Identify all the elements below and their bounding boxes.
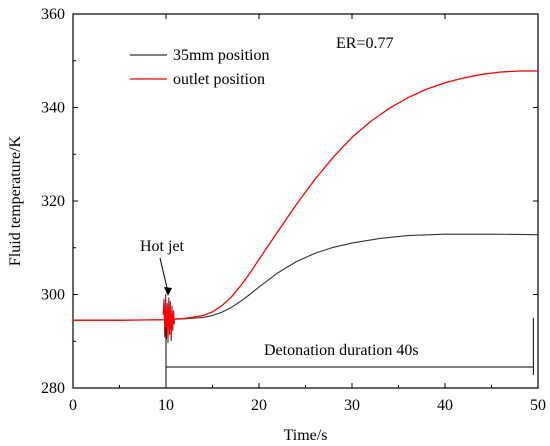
legend: 35mm position outlet position	[130, 47, 269, 88]
x-tick-label: 0	[69, 397, 77, 414]
annotation-layer: ER=0.77 Hot jet Detonation duration 40s	[140, 35, 534, 388]
x-tick-label: 10	[158, 397, 174, 414]
hot-jet-annotation: Hot jet	[140, 238, 185, 255]
x-tick-label: 50	[530, 397, 546, 414]
y-tick-label: 360	[41, 6, 65, 23]
series-line-2	[73, 70, 538, 321]
plot-frame	[72, 13, 539, 389]
legend-label-1: 35mm position	[173, 47, 269, 64]
x-tick-label: 20	[251, 397, 267, 414]
y-tick-label: 300	[41, 287, 65, 304]
hot-jet-arrow	[159, 257, 169, 293]
hot-jet-arrowhead	[164, 287, 172, 296]
x-axis-label: Time/s	[284, 427, 328, 444]
series-line-1	[73, 233, 539, 321]
axes	[72, 13, 539, 389]
y-axis-label: Fluid temperature/K	[7, 135, 24, 266]
series-layer	[73, 70, 539, 344]
x-tick-label: 30	[344, 397, 360, 414]
y-tick-label: 280	[41, 380, 65, 397]
y-tick-label: 320	[41, 193, 65, 210]
tick-layer: 0 10 20 30 40 50 280 300 320 340 360	[41, 6, 546, 414]
er-annotation: ER=0.77	[336, 35, 393, 52]
hot-jet-burst-2	[162, 297, 175, 340]
x-tick-label: 40	[437, 397, 453, 414]
y-tick-label: 340	[41, 100, 65, 117]
duration-annotation: Detonation duration 40s	[264, 342, 419, 359]
legend-label-2: outlet position	[173, 71, 265, 88]
